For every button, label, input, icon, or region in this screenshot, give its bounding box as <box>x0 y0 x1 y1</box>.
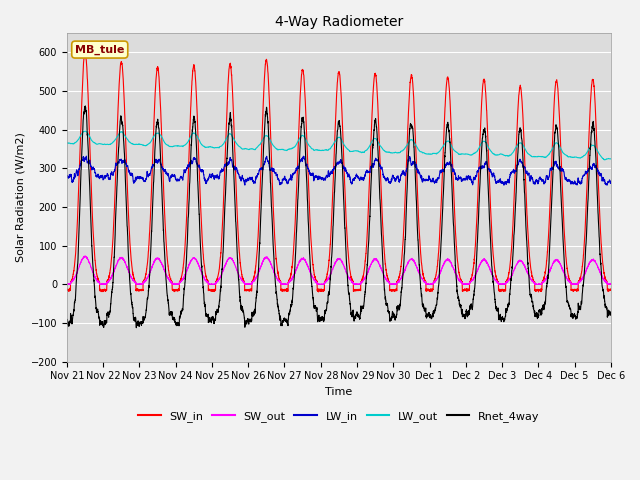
LW_out <box>607 156 614 162</box>
LW_out <box>607 156 614 162</box>
Line: LW_out: LW_out <box>67 131 611 160</box>
SW_in <box>607 287 614 292</box>
Line: LW_in: LW_in <box>67 156 611 185</box>
Line: Rnet_4way: Rnet_4way <box>67 106 611 328</box>
LW_out <box>63 140 71 146</box>
LW_out <box>81 128 89 134</box>
Rnet_4way <box>132 325 140 331</box>
Rnet_4way <box>431 309 438 314</box>
Line: SW_out: SW_out <box>67 256 611 284</box>
SW_in <box>63 288 71 293</box>
SW_out <box>607 281 614 287</box>
LW_out <box>319 147 326 153</box>
Line: SW_in: SW_in <box>67 52 611 292</box>
SW_in <box>161 213 168 219</box>
SW_out <box>431 279 438 285</box>
LW_in <box>63 174 71 180</box>
SW_out <box>492 278 500 284</box>
LW_out <box>601 157 609 163</box>
SW_out <box>461 281 468 287</box>
Rnet_4way <box>607 311 614 316</box>
SW_in <box>461 286 468 291</box>
LW_in <box>319 175 326 181</box>
LW_in <box>161 168 168 173</box>
Rnet_4way <box>81 103 89 109</box>
Rnet_4way <box>461 313 468 319</box>
SW_in <box>607 286 614 292</box>
SW_out <box>161 269 169 275</box>
LW_out <box>461 151 468 157</box>
SW_out <box>319 281 326 287</box>
SW_in <box>319 287 326 293</box>
LW_out <box>431 151 438 156</box>
LW_out <box>161 140 168 146</box>
SW_in <box>315 289 323 295</box>
X-axis label: Time: Time <box>325 387 353 397</box>
Legend: SW_in, SW_out, LW_in, LW_out, Rnet_4way: SW_in, SW_out, LW_in, LW_out, Rnet_4way <box>134 407 544 427</box>
LW_in <box>500 182 508 188</box>
LW_in <box>607 180 614 186</box>
LW_in <box>431 180 438 185</box>
Rnet_4way <box>161 256 169 262</box>
Rnet_4way <box>63 322 71 327</box>
SW_in <box>81 49 89 55</box>
LW_out <box>492 152 499 158</box>
SW_in <box>431 276 438 282</box>
LW_in <box>83 153 90 159</box>
Rnet_4way <box>492 303 500 309</box>
LW_in <box>492 180 499 185</box>
LW_in <box>461 176 468 182</box>
LW_in <box>607 180 614 186</box>
SW_out <box>64 281 72 287</box>
Rnet_4way <box>607 312 614 318</box>
SW_out <box>63 281 71 287</box>
Title: 4-Way Radiometer: 4-Way Radiometer <box>275 15 403 29</box>
Rnet_4way <box>319 314 326 320</box>
SW_in <box>492 272 500 278</box>
SW_out <box>607 281 614 287</box>
Text: MB_tule: MB_tule <box>75 45 124 55</box>
SW_out <box>81 253 89 259</box>
Y-axis label: Solar Radiation (W/m2): Solar Radiation (W/m2) <box>15 132 25 262</box>
